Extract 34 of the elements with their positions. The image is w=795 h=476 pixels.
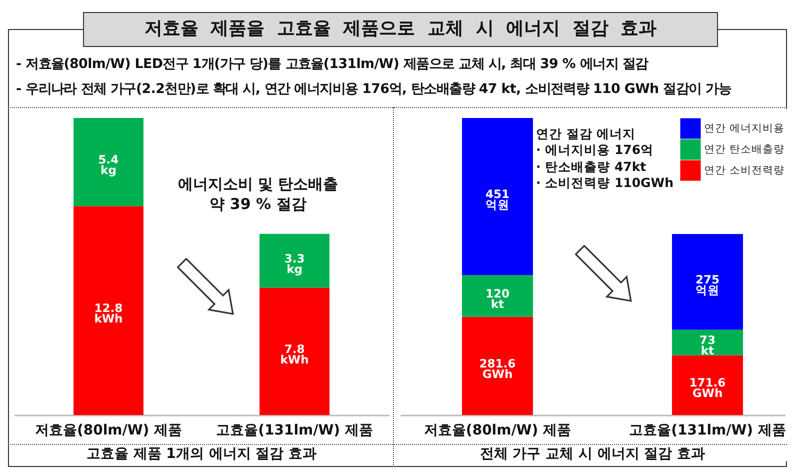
bar xyxy=(462,275,533,317)
legend-label: 연간 소비전력량 xyxy=(704,164,784,176)
bar xyxy=(462,118,533,276)
annotation: 에너지소비 및 탄소배출 약 39 % 절감 xyxy=(176,175,340,214)
data-label: 7.8 kWh xyxy=(280,342,309,366)
data-label: 275 억원 xyxy=(695,272,720,297)
bar xyxy=(672,355,743,415)
bar xyxy=(74,118,144,206)
bar xyxy=(462,316,533,415)
legend-label: 연간 탄소배출량 xyxy=(704,144,784,156)
annotation: 연간 절감 에너지 · 에너지비용 176억 · 탄소배출량 47kt · 소비전력량 110GWh xyxy=(536,126,674,191)
bar xyxy=(74,206,144,415)
text: 고효율 제품 1개의 에너지 절감 효과 xyxy=(86,446,317,462)
text: - 저효율(80lm/W) LED전구 1개(가구 당)를 고효율(131lm/W) 제품으로 교체 시, 최대 39 % 에너지 절감 xyxy=(16,56,648,73)
data-label: 171.6 GWh xyxy=(689,376,726,400)
bar xyxy=(672,330,743,356)
x-tick-label: 고효율(131lm/W) 제품 xyxy=(629,422,786,438)
text: 저효율 제품을 고효율 제품으로 교체 시 에너지 절감 효과 xyxy=(83,12,718,47)
text: - 우리나라 전체 가구(2.2천만)로 확대 시, 연간 에너지비용 176억, 탄소배출량 47 kt, 소비전력량 110 GWh 절감이 가능 xyxy=(16,81,732,98)
data-label: 120 kt xyxy=(485,286,510,312)
x-tick-label: 고효율(131lm/W) 제품 xyxy=(216,422,373,438)
x-tick-label: 저효율(80lm/W) 제품 xyxy=(34,422,182,438)
data-label: 3.3 kg xyxy=(284,251,305,276)
bar xyxy=(260,288,330,415)
legend-label: 연간 에너지비용 xyxy=(704,122,784,134)
x-tick-label: 저효율(80lm/W) 제품 xyxy=(424,422,572,438)
bar xyxy=(260,234,330,288)
text: 전체 가구 교체 시 에너지 절감 효과 xyxy=(480,446,706,462)
data-label: 12.8 kWh xyxy=(94,301,123,326)
data-label: 281.6 GWh xyxy=(479,356,516,381)
bar xyxy=(672,234,743,330)
data-label: 5.4 kg xyxy=(98,152,119,178)
data-label: 451 억원 xyxy=(485,187,510,212)
data-label: 73 kt xyxy=(699,333,716,358)
